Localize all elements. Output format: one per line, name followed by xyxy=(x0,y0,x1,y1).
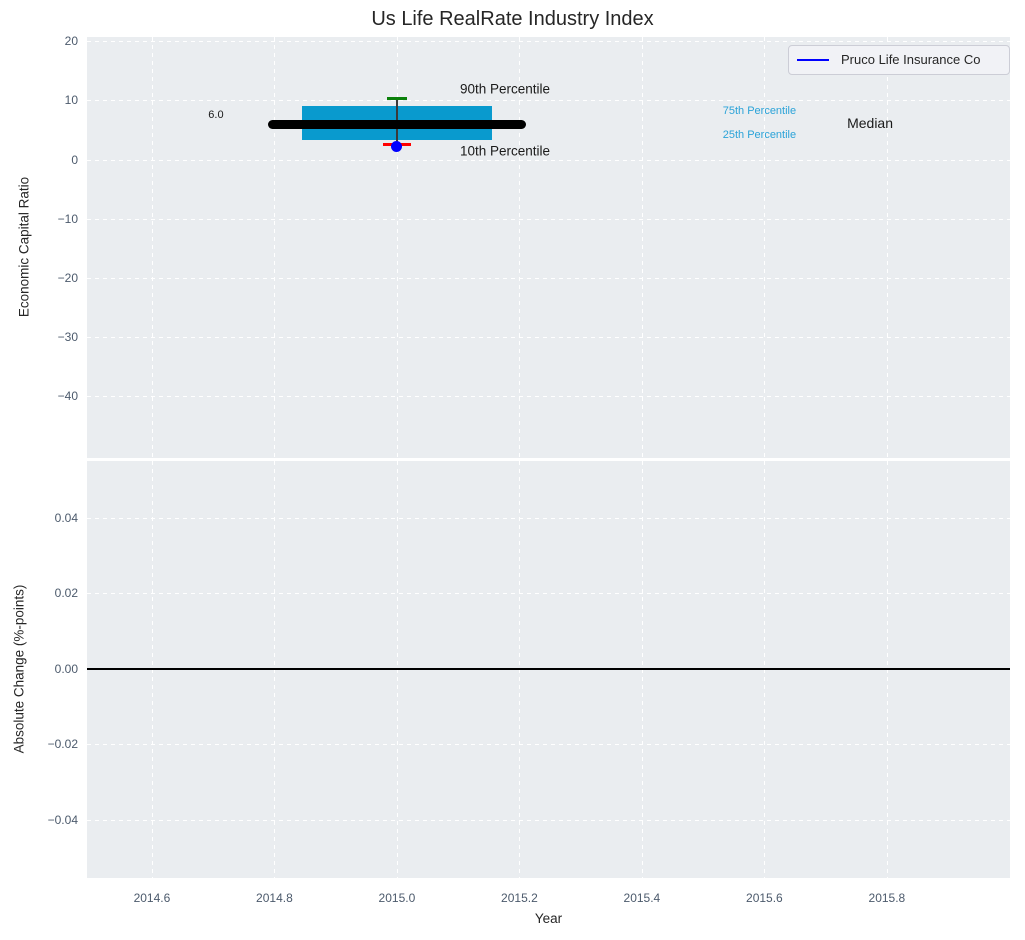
x-tick-label: 2015.6 xyxy=(746,891,783,905)
gridline-horizontal xyxy=(87,100,1010,102)
y-tick-label: 20 xyxy=(64,34,78,49)
x-tick-label: 2015.4 xyxy=(623,891,661,905)
gridline-vertical xyxy=(396,37,398,458)
median-line xyxy=(268,119,526,129)
gridline-horizontal xyxy=(87,517,1010,519)
chart-title: Us Life RealRate Industry Index xyxy=(371,8,654,30)
annotation-label: 75th Percentile xyxy=(722,105,797,117)
annotation-label: 6.0 xyxy=(208,109,224,122)
bottom-plot-area xyxy=(87,461,1010,878)
legend-line-sample xyxy=(797,59,829,61)
gridline-horizontal xyxy=(87,819,1010,821)
gridline-horizontal xyxy=(87,396,1010,398)
company-dot xyxy=(391,141,403,153)
y-tick-label: −40 xyxy=(57,389,78,404)
annotation-label: 25th Percentile xyxy=(722,128,797,141)
legend-entry-label: Pruco Life Insurance Co xyxy=(841,52,981,67)
annotation-label: 10th Percentile xyxy=(459,143,551,159)
y-tick-label: −0.02 xyxy=(47,737,78,752)
annotation-label: 90th Percentile xyxy=(459,81,551,97)
y-tick-label: 0 xyxy=(71,152,78,167)
gridline-vertical xyxy=(641,37,643,458)
y-tick-label: 0.04 xyxy=(54,510,78,525)
top-y-axis-label: Economic Capital Ratio xyxy=(16,176,32,318)
y-tick-label: −20 xyxy=(57,270,78,285)
y-tick-label: 0.00 xyxy=(54,661,78,676)
x-tick-label: 2014.8 xyxy=(256,891,293,905)
gridline-vertical xyxy=(274,37,276,458)
gridline-horizontal xyxy=(87,159,1010,161)
x-tick-label: 2015.0 xyxy=(378,891,416,905)
gridline-vertical xyxy=(151,37,153,458)
gridline-horizontal xyxy=(87,41,1010,43)
zero-line xyxy=(87,667,1010,670)
gridline-horizontal xyxy=(87,218,1010,220)
p90-cap xyxy=(386,97,407,101)
top-plot-area: 6.0 90th Percentile 10th Percentile 75th Pe… xyxy=(87,37,1010,458)
x-tick-label: 2015.8 xyxy=(868,891,906,905)
y-tick-label: −10 xyxy=(57,211,78,226)
gridline-vertical xyxy=(764,37,766,458)
annotation-label: Median xyxy=(847,115,893,132)
y-tick-label: −30 xyxy=(57,330,78,345)
gridline-horizontal xyxy=(87,744,1010,746)
gridline-horizontal xyxy=(87,277,1010,279)
y-tick-label: 0.02 xyxy=(54,586,78,601)
gridline-horizontal xyxy=(87,593,1010,595)
x-tick-label: 2015.2 xyxy=(501,891,538,905)
gridline-horizontal xyxy=(87,337,1010,339)
gridline-vertical xyxy=(519,37,521,458)
gridline-vertical xyxy=(886,37,888,458)
y-tick-label: −0.04 xyxy=(47,812,78,827)
legend-box: Pruco Life Insurance Co xyxy=(788,45,1010,75)
y-tick-label: 10 xyxy=(64,93,78,108)
x-axis-label: Year xyxy=(534,911,563,926)
x-tick-label: 2014.6 xyxy=(133,891,171,905)
